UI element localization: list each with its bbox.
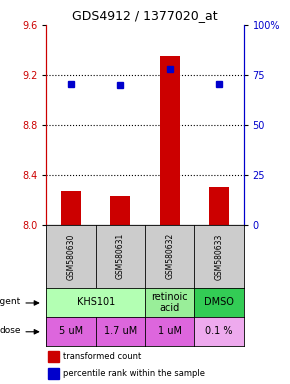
Text: GSM580631: GSM580631 — [116, 233, 125, 280]
Text: 1.7 uM: 1.7 uM — [104, 326, 137, 336]
Title: GDS4912 / 1377020_at: GDS4912 / 1377020_at — [72, 9, 218, 22]
Text: 0.1 %: 0.1 % — [205, 326, 233, 336]
Bar — [110, 196, 130, 225]
Text: DMSO: DMSO — [204, 297, 234, 308]
Text: GSM580632: GSM580632 — [165, 233, 174, 280]
Text: 1 uM: 1 uM — [158, 326, 182, 336]
Bar — [160, 56, 180, 225]
Text: GSM580630: GSM580630 — [66, 233, 76, 280]
Text: agent: agent — [0, 297, 21, 306]
Text: KHS101: KHS101 — [77, 297, 115, 308]
Text: GSM580633: GSM580633 — [214, 233, 224, 280]
Text: retinoic
acid: retinoic acid — [151, 291, 188, 313]
Text: percentile rank within the sample: percentile rank within the sample — [63, 369, 205, 377]
Text: 5 uM: 5 uM — [59, 326, 83, 336]
Bar — [48, 351, 59, 362]
Text: transformed count: transformed count — [63, 353, 142, 361]
Text: dose: dose — [0, 326, 21, 335]
Bar — [209, 187, 229, 225]
Bar — [61, 191, 81, 225]
Bar — [48, 367, 59, 379]
